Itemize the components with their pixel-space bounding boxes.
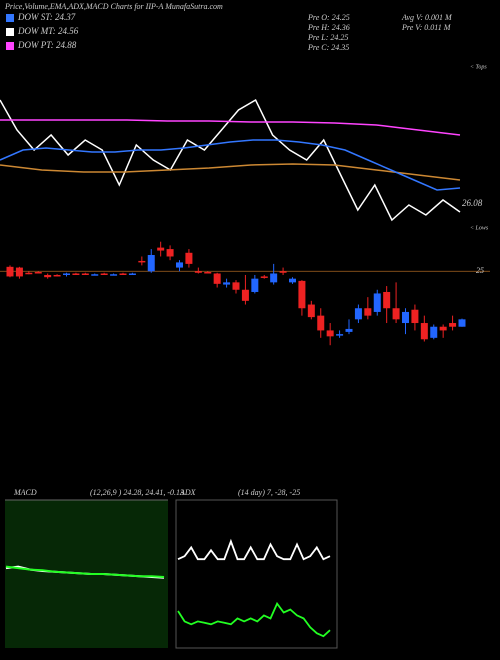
- candle-body: [110, 274, 118, 276]
- stat: Pre H: 24.36: [307, 23, 350, 32]
- macd-label: MACD: [13, 488, 37, 497]
- last-price-label: 26.08: [462, 198, 483, 208]
- candle-body: [345, 328, 353, 332]
- candle-body: [411, 309, 419, 324]
- macd-params: (12,26,9 ) 24.28, 24.41, -0.13: [90, 488, 184, 497]
- candle-body: [128, 273, 136, 275]
- legend-swatch: [6, 14, 14, 22]
- candle-body: [298, 280, 306, 309]
- candle-body: [15, 267, 23, 277]
- candle-body: [138, 260, 146, 263]
- candle-body: [166, 249, 174, 257]
- legend-swatch: [6, 42, 14, 50]
- candle-body: [251, 278, 259, 292]
- candle-body: [44, 274, 52, 278]
- series-line: [5, 565, 165, 578]
- legend-label: DOW MT: 24.56: [17, 26, 79, 36]
- candle-body: [223, 282, 231, 285]
- candle-body: [185, 252, 193, 264]
- candle-body: [420, 323, 428, 340]
- candle-body: [392, 308, 400, 320]
- candle-body: [336, 334, 344, 336]
- candle-body: [25, 272, 33, 275]
- candle-body: [72, 273, 80, 275]
- candle-body: [53, 274, 61, 277]
- candle-body: [34, 272, 42, 274]
- candle-body: [373, 293, 381, 312]
- series-line: [0, 119, 461, 136]
- candle-body: [6, 266, 14, 277]
- candle-body: [100, 273, 108, 275]
- reference-label: 25: [476, 266, 484, 275]
- legend-label: DOW PT: 24.88: [17, 40, 77, 50]
- lows-label: < Lows: [470, 225, 489, 231]
- legend-label: DOW ST: 24.37: [17, 12, 76, 22]
- tops-label: < Tops: [470, 64, 487, 70]
- candle-body: [289, 278, 296, 283]
- candle-body: [157, 247, 165, 251]
- candle-body: [119, 273, 127, 275]
- candle-body: [176, 262, 183, 268]
- stat: Pre O: 24.25: [307, 13, 350, 22]
- candle-body: [194, 271, 202, 273]
- stat: Avg V: 0.001 M: [401, 13, 453, 22]
- candle-body: [147, 255, 155, 272]
- candle-body: [232, 282, 240, 290]
- series-line: [177, 538, 331, 561]
- series-line: [0, 139, 461, 191]
- candle-body: [307, 304, 315, 318]
- adx-label: ADX: [179, 488, 197, 497]
- series-line: [0, 98, 461, 222]
- candle-body: [63, 273, 70, 275]
- candle-body: [81, 273, 89, 275]
- stat: Pre C: 24.35: [307, 43, 349, 52]
- candle-body: [430, 326, 438, 338]
- candle-body: [449, 323, 457, 327]
- candle-body: [383, 291, 391, 309]
- series-line: [0, 163, 461, 181]
- candle-body: [270, 273, 278, 283]
- candle-body: [439, 326, 447, 331]
- series-line: [177, 601, 331, 638]
- stat: Pre V: 0.011 M: [401, 23, 452, 32]
- candle-body: [326, 330, 334, 337]
- adx-params: (14 day) 7, -28, -25: [238, 488, 300, 497]
- adx-panel: [175, 499, 338, 649]
- candle-body: [260, 276, 268, 278]
- candle-body: [354, 308, 362, 320]
- candle-body: [402, 311, 409, 324]
- candle-body: [279, 271, 287, 273]
- candle-body: [204, 272, 212, 274]
- chart-title: Price,Volume,EMA,ADX,MACD Charts for IIP…: [4, 2, 223, 11]
- candle-body: [91, 274, 99, 276]
- candle-body: [213, 273, 221, 284]
- candle-body: [241, 289, 249, 301]
- candle-body: [317, 315, 325, 331]
- stat: Pre L: 24.25: [307, 33, 348, 42]
- legend-swatch: [6, 28, 14, 36]
- candle-body: [364, 308, 372, 316]
- candle-body: [458, 319, 466, 327]
